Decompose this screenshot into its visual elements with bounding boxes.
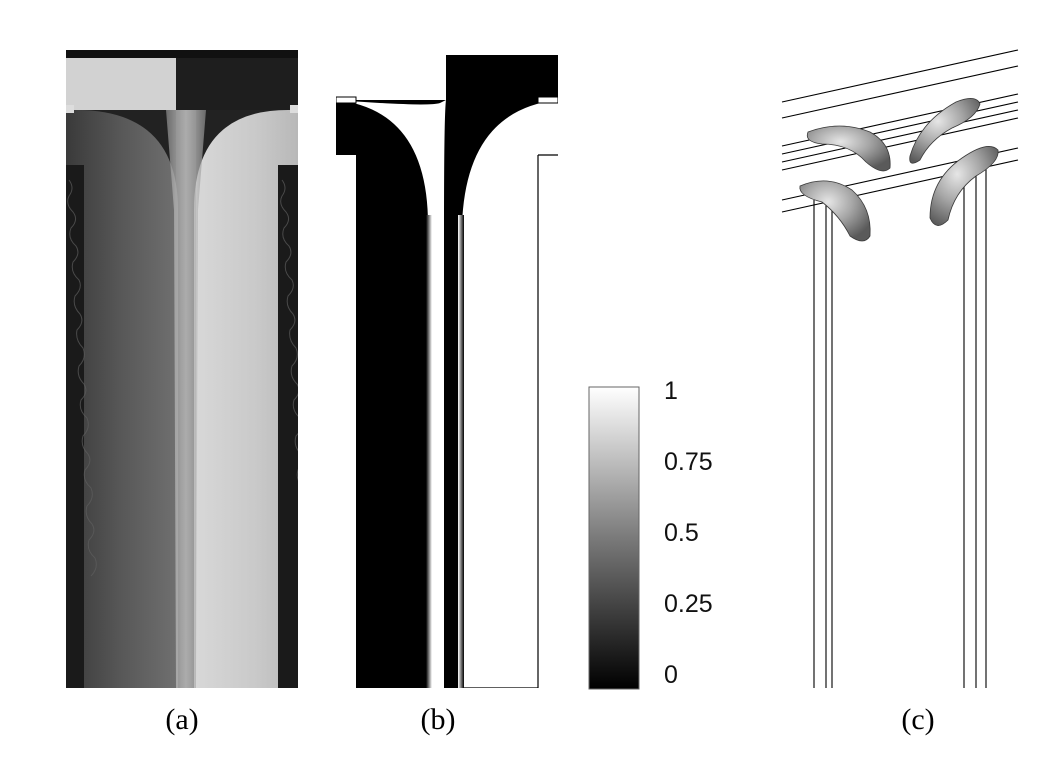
colorbar-tick-label: 1 xyxy=(664,377,678,405)
colorbar-tick-label: 0 xyxy=(664,661,678,689)
caption-a: (a) xyxy=(165,703,199,736)
panel-a-experiment-image xyxy=(66,50,298,688)
caption-c: (c) xyxy=(901,703,935,736)
panel-c-isosurface-render xyxy=(770,40,1030,690)
colorbar xyxy=(588,386,640,690)
caption-b: (b) xyxy=(420,703,456,736)
panel-b-simulation-map xyxy=(336,55,558,688)
colorbar-tick-label: 0.5 xyxy=(664,519,699,547)
colorbar-tick-label: 0.25 xyxy=(664,590,713,618)
colorbar-tick-label: 0.75 xyxy=(664,448,713,476)
